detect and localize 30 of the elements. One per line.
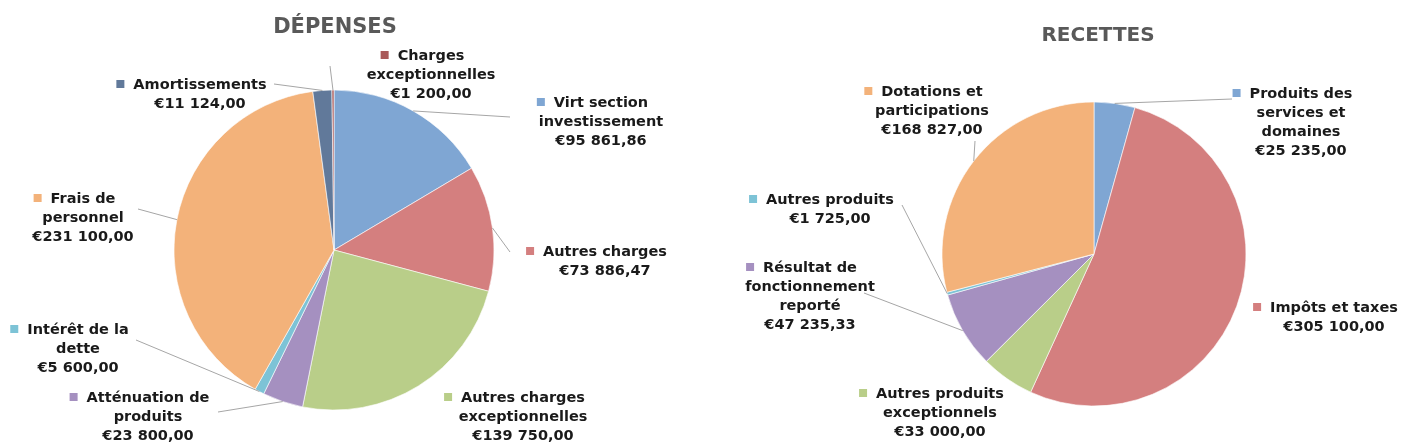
data-label: €47 235,33 bbox=[763, 316, 856, 332]
legend-label: Dotations et participations bbox=[875, 83, 989, 118]
chart-title: RECETTES bbox=[1040, 22, 1156, 46]
legend-label: Autres charges exceptionnelles bbox=[458, 389, 588, 424]
legend-label: Résultat de fonctionnement reporté bbox=[745, 259, 875, 313]
data-label: €95 861,86 bbox=[554, 132, 647, 148]
legend-label: Impôts et taxes bbox=[1270, 299, 1398, 315]
data-label: €139 750,00 bbox=[471, 427, 574, 443]
legend-label: Frais de personnel bbox=[42, 190, 124, 225]
legend-label: Autres charges bbox=[543, 243, 667, 259]
data-label: €5 600,00 bbox=[36, 359, 119, 375]
data-label: €305 100,00 bbox=[1282, 318, 1385, 334]
data-label: €231 100,00 bbox=[31, 228, 134, 244]
data-label: €1 725,00 bbox=[788, 210, 871, 226]
data-label: €25 235,00 bbox=[1254, 142, 1347, 158]
legend-label: Atténuation de produits bbox=[86, 389, 210, 424]
legend-label: Autres produits bbox=[766, 191, 894, 207]
data-label: €73 886,47 bbox=[558, 262, 651, 278]
data-label: €33 000,00 bbox=[893, 423, 986, 439]
data-label: €11 124,00 bbox=[153, 95, 246, 111]
legend-label: Virt section investissement bbox=[538, 94, 664, 129]
chart-title: DÉPENSES bbox=[272, 14, 398, 40]
legend-label: Charges exceptionnelles bbox=[366, 47, 496, 82]
legend-label: Amortissements bbox=[133, 76, 267, 92]
data-label: €1 200,00 bbox=[389, 85, 472, 101]
legend-label: Autres produits exceptionnels bbox=[876, 385, 1004, 420]
legend-label: Intérêt de la dette bbox=[27, 321, 129, 356]
data-label: €23 800,00 bbox=[101, 427, 194, 443]
data-label: €168 827,00 bbox=[880, 121, 983, 137]
legend-label: Produits des services et domaines bbox=[1249, 85, 1353, 139]
